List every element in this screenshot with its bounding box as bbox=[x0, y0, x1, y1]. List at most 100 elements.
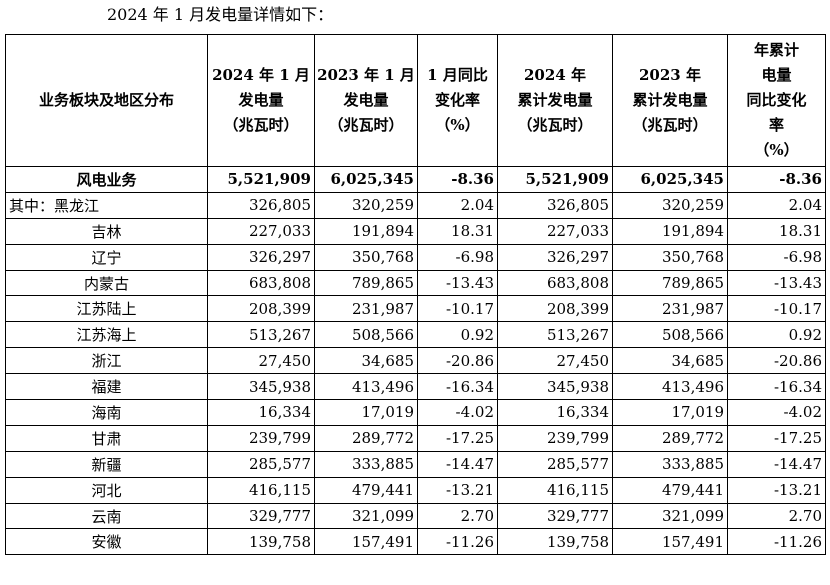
value-cell-cum-yoy: -11.26 bbox=[727, 528, 826, 556]
value-cell-jan2023: 508,566 bbox=[314, 321, 418, 349]
value-cell-jan2023: 333,885 bbox=[314, 450, 418, 478]
value-cell-cum2024: 326,805 bbox=[497, 191, 613, 219]
value-cell-jan2023: 34,685 bbox=[314, 347, 418, 375]
value-cell-cum2023: 191,894 bbox=[612, 217, 728, 245]
value-cell-jan-yoy: -20.86 bbox=[417, 347, 498, 375]
header-line: 2023 年 1 月 bbox=[317, 66, 415, 84]
value-cell-jan2024: 329,777 bbox=[207, 502, 315, 530]
value-cell-jan2023: 479,441 bbox=[314, 476, 418, 504]
value-cell-jan2023: 17,019 bbox=[314, 399, 418, 426]
value-cell-cum-yoy: -20.86 bbox=[727, 347, 826, 375]
header-line: （%） bbox=[435, 116, 480, 134]
region-name-cell: 河北 bbox=[5, 476, 208, 504]
region-name-cell: 吉林 bbox=[5, 217, 208, 245]
value-cell-cum2023: 350,768 bbox=[612, 243, 728, 271]
table-row: 河北 416,115 479,441 -13.21 416,115 479,441 -13.… bbox=[5, 476, 826, 504]
value-cell-cum-yoy: -17.25 bbox=[727, 424, 826, 452]
value-cell-cum2023: 333,885 bbox=[612, 450, 728, 478]
value-cell-cum2024: 345,938 bbox=[497, 373, 613, 401]
region-name-cell: 其中：黑龙江 bbox=[5, 191, 208, 219]
value-cell-cum2024: 326,297 bbox=[497, 243, 613, 271]
region-name-cell: 安徽 bbox=[5, 528, 208, 556]
header-line: 发电量 bbox=[343, 91, 389, 109]
header-line: 累计发电量 bbox=[517, 91, 593, 109]
value-cell-jan2024: 416,115 bbox=[207, 476, 315, 504]
value-cell-jan2024: 16,334 bbox=[207, 399, 315, 426]
table-row: 新疆 285,577 333,885 -14.47 285,577 333,885 -14.… bbox=[5, 450, 826, 478]
value-cell-cum2024: 513,267 bbox=[497, 321, 613, 349]
table-body: 风电业务 5,521,909 6,025,345 -8.36 5,521,909… bbox=[5, 166, 826, 556]
value-cell-cum-yoy: 0.92 bbox=[727, 321, 826, 349]
value-cell-jan2023: 231,987 bbox=[314, 295, 418, 323]
value-cell-jan2024: 326,297 bbox=[207, 243, 315, 271]
value-cell-cum2023: 479,441 bbox=[612, 476, 728, 504]
value-cell-cum-yoy: -4.02 bbox=[727, 399, 826, 426]
header-line: （兆瓦时） bbox=[328, 116, 404, 134]
region-name-cell: 浙江 bbox=[5, 347, 208, 375]
value-cell-cum-yoy: 18.31 bbox=[727, 217, 826, 245]
table-row: 云南 329,777 321,099 2.70 329,777 321,099 2.70 bbox=[5, 502, 826, 530]
table-row: 辽宁 326,297 350,768 -6.98 326,297 350,768 -6.98 bbox=[5, 243, 826, 271]
value-cell-jan-yoy: -6.98 bbox=[417, 243, 498, 271]
header-line: 累计发电量 bbox=[632, 91, 708, 109]
region-name-cell: 海南 bbox=[5, 399, 208, 426]
value-cell-cum2024: 208,399 bbox=[497, 295, 613, 323]
value-cell-jan2023: 289,772 bbox=[314, 424, 418, 452]
table-row: 江苏海上 513,267 508,566 0.92 513,267 508,566 0.92 bbox=[5, 321, 826, 349]
value-cell-cum2023: 789,865 bbox=[612, 269, 728, 297]
header-row: 业务板块及地区分布 2024 年 1 月发电量 （兆瓦时） 2023 年 1 月发电量… bbox=[5, 34, 826, 167]
value-cell-jan-yoy: -4.02 bbox=[417, 399, 498, 426]
generation-table: 业务板块及地区分布 2024 年 1 月发电量 （兆瓦时） 2023 年 1 月发电量… bbox=[5, 34, 826, 556]
value-cell-cum2024: 239,799 bbox=[497, 424, 613, 452]
total-row: 风电业务 5,521,909 6,025,345 -8.36 5,521,909… bbox=[5, 166, 826, 193]
value-cell-jan2023: 157,491 bbox=[314, 528, 418, 556]
table-row: 甘肃 239,799 289,772 -17.25 239,799 289,772 -17.… bbox=[5, 424, 826, 452]
value-cell-cum2023: 157,491 bbox=[612, 528, 728, 556]
table-row: 福建 345,938 413,496 -16.34 345,938 413,496 -16.… bbox=[5, 373, 826, 401]
value-cell-jan-yoy: -13.43 bbox=[417, 269, 498, 297]
value-cell-cum-yoy: -10.17 bbox=[727, 295, 826, 323]
header-line: 率 bbox=[768, 116, 784, 134]
value-cell-jan2024: 27,450 bbox=[207, 347, 315, 375]
value-cell-cum2024: 27,450 bbox=[497, 347, 613, 375]
value-cell-jan-yoy: -11.26 bbox=[417, 528, 498, 556]
value-cell-cum2023: 231,987 bbox=[612, 295, 728, 323]
total-jan2024-cell: 5,521,909 bbox=[207, 166, 315, 193]
total-cum2024-cell: 5,521,909 bbox=[497, 166, 613, 193]
table-row: 江苏陆上 208,399 231,987 -10.17 208,399 231,987 -1… bbox=[5, 295, 826, 323]
header-line: 1 月同比 bbox=[427, 66, 488, 84]
value-cell-cum2023: 34,685 bbox=[612, 347, 728, 375]
cum-yoy-header: 年累计 电量 同比变化率 （%） bbox=[727, 34, 826, 167]
value-cell-cum-yoy: -13.43 bbox=[727, 269, 826, 297]
value-cell-jan-yoy: 2.70 bbox=[417, 502, 498, 530]
value-cell-jan2024: 513,267 bbox=[207, 321, 315, 349]
header-line: 变化率 bbox=[434, 91, 480, 109]
header-line: 同比变化 bbox=[746, 91, 807, 109]
header-line: 电量 bbox=[761, 66, 792, 84]
table-row: 其中：黑龙江 326,805 320,259 2.04 326,805 320,259 2.… bbox=[5, 191, 826, 219]
value-cell-jan2024: 683,808 bbox=[207, 269, 315, 297]
value-cell-cum2023: 321,099 bbox=[612, 502, 728, 530]
header-line: （兆瓦时） bbox=[223, 116, 299, 134]
region-name-cell: 辽宁 bbox=[5, 243, 208, 271]
value-cell-cum2023: 320,259 bbox=[612, 191, 728, 219]
header-line: （%） bbox=[754, 141, 799, 159]
value-cell-cum2024: 16,334 bbox=[497, 399, 613, 426]
region-name-cell: 江苏海上 bbox=[5, 321, 208, 349]
value-cell-jan2024: 285,577 bbox=[207, 450, 315, 478]
jan-yoy-header: 1 月同比变化率 （%） bbox=[417, 34, 498, 167]
value-cell-jan2023: 191,894 bbox=[314, 217, 418, 245]
value-cell-jan-yoy: 2.04 bbox=[417, 191, 498, 219]
jan2023-header: 2023 年 1 月发电量 （兆瓦时） bbox=[314, 34, 418, 167]
value-cell-cum2024: 227,033 bbox=[497, 217, 613, 245]
value-cell-jan2023: 320,259 bbox=[314, 191, 418, 219]
value-cell-jan-yoy: -14.47 bbox=[417, 450, 498, 478]
value-cell-jan-yoy: 18.31 bbox=[417, 217, 498, 245]
value-cell-cum2024: 416,115 bbox=[497, 476, 613, 504]
value-cell-jan2023: 413,496 bbox=[314, 373, 418, 401]
value-cell-jan2023: 350,768 bbox=[314, 243, 418, 271]
value-cell-jan2024: 345,938 bbox=[207, 373, 315, 401]
header-line: 2023 年 bbox=[639, 66, 701, 84]
value-cell-jan-yoy: 0.92 bbox=[417, 321, 498, 349]
value-cell-cum-yoy: -14.47 bbox=[727, 450, 826, 478]
